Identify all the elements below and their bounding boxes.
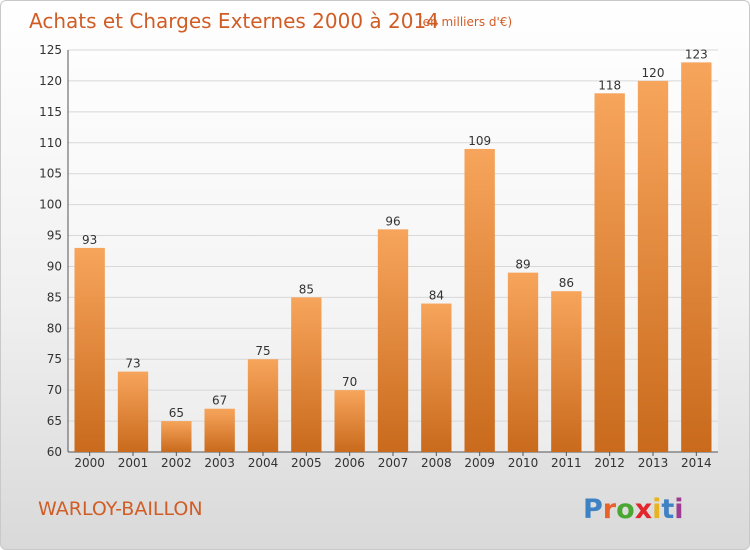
x-tick-label-2001: 2001 bbox=[118, 456, 149, 470]
bar-2002 bbox=[161, 421, 192, 452]
data-label-2001: 73 bbox=[125, 357, 140, 371]
data-label-2005: 85 bbox=[299, 282, 314, 296]
data-label-2012: 118 bbox=[598, 78, 621, 92]
data-label-2006: 70 bbox=[342, 375, 357, 389]
x-tick-label-2002: 2002 bbox=[161, 456, 192, 470]
y-tick-label: 110 bbox=[39, 136, 62, 150]
bar-2013 bbox=[637, 80, 669, 452]
bar-2001 bbox=[117, 371, 149, 452]
bar-2014 bbox=[681, 62, 712, 452]
bar-2012 bbox=[594, 93, 625, 453]
bar-2003 bbox=[204, 408, 235, 452]
y-tick-label: 105 bbox=[39, 167, 62, 181]
y-tick-label: 85 bbox=[47, 290, 62, 304]
x-tick-label-2009: 2009 bbox=[464, 456, 495, 470]
x-tick-label-2003: 2003 bbox=[204, 456, 235, 470]
data-label-2004: 75 bbox=[255, 344, 270, 358]
y-tick-label: 65 bbox=[47, 414, 62, 428]
bar-layer: 93 73 65 67 75 85 70 96 84 109 89 86 118 120 123 bbox=[74, 47, 712, 453]
y-tick-label: 70 bbox=[47, 383, 62, 397]
proxiti-logo: Proxiti bbox=[583, 494, 684, 525]
data-label-2000: 93 bbox=[82, 233, 97, 247]
y-tick-label: 80 bbox=[47, 321, 62, 335]
data-label-2009: 109 bbox=[468, 134, 491, 148]
bar-2010 bbox=[507, 272, 539, 452]
y-tick-label: 75 bbox=[47, 352, 62, 366]
bar-2004 bbox=[247, 359, 279, 452]
x-tick-label-2011: 2011 bbox=[551, 456, 582, 470]
x-tick-label-2013: 2013 bbox=[638, 456, 669, 470]
bar-2000 bbox=[74, 247, 105, 452]
x-tick-label-2008: 2008 bbox=[421, 456, 452, 470]
data-label-2008: 84 bbox=[429, 289, 444, 303]
data-label-2010: 89 bbox=[515, 258, 530, 272]
data-label-2011: 86 bbox=[559, 276, 574, 290]
bar-2011 bbox=[551, 291, 582, 452]
x-tick-label-2010: 2010 bbox=[508, 456, 539, 470]
chart-subtitle: (en milliers d'€) bbox=[418, 15, 512, 29]
x-tick-label-2012: 2012 bbox=[594, 456, 625, 470]
bar-2005 bbox=[291, 297, 322, 452]
chart-title: Achats et Charges Externes 2000 à 2014 bbox=[29, 9, 439, 33]
y-tick-label: 95 bbox=[47, 229, 62, 243]
data-label-2003: 67 bbox=[212, 394, 227, 408]
x-tick-label-2005: 2005 bbox=[291, 456, 322, 470]
town-name: WARLOY-BAILLON bbox=[38, 498, 203, 520]
y-tick-label: 120 bbox=[39, 74, 62, 88]
y-tick-label: 125 bbox=[39, 43, 62, 57]
bar-2006 bbox=[334, 390, 365, 452]
bar-2009 bbox=[464, 148, 495, 452]
y-tick-label: 60 bbox=[47, 445, 62, 459]
axis-layer: 60 65 70 75 80 85 90 95 100 105 110 115 120 125 2000 20… bbox=[39, 43, 718, 470]
data-label-2007: 96 bbox=[385, 214, 400, 228]
y-tick-label: 100 bbox=[39, 198, 62, 212]
x-tick-label-2007: 2007 bbox=[378, 456, 409, 470]
data-label-2013: 120 bbox=[642, 66, 665, 80]
x-tick-label-2000: 2000 bbox=[74, 456, 105, 470]
y-tick-label: 90 bbox=[47, 259, 62, 273]
x-tick-label-2006: 2006 bbox=[334, 456, 365, 470]
x-tick-label-2014: 2014 bbox=[681, 456, 712, 470]
data-label-2014: 123 bbox=[685, 47, 708, 61]
x-tick-label-2004: 2004 bbox=[248, 456, 279, 470]
data-label-2002: 65 bbox=[169, 406, 184, 420]
bar-2008 bbox=[421, 303, 452, 452]
y-tick-label: 115 bbox=[39, 105, 62, 119]
bar-2007 bbox=[377, 229, 409, 452]
